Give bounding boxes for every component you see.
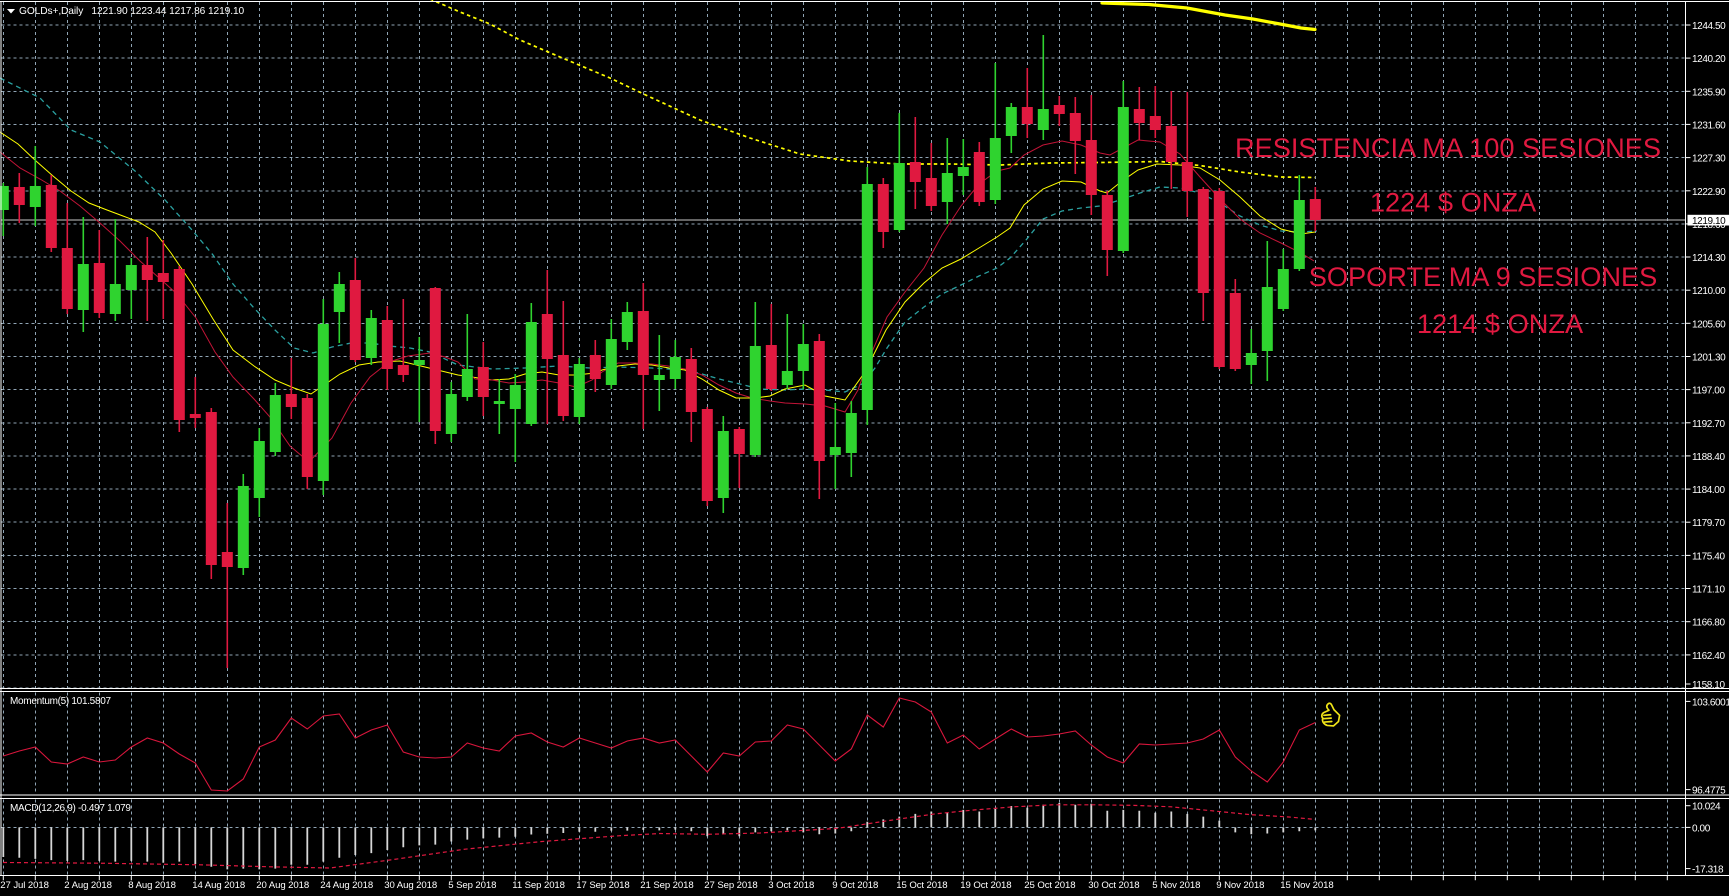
svg-text:1244.50: 1244.50 xyxy=(1692,21,1726,32)
svg-text:1210.00: 1210.00 xyxy=(1692,286,1726,297)
svg-text:1166.80: 1166.80 xyxy=(1692,618,1725,629)
svg-text:-17.318: -17.318 xyxy=(1692,865,1724,876)
svg-text:1214.30: 1214.30 xyxy=(1692,253,1726,264)
svg-text:1222.90: 1222.90 xyxy=(1692,187,1726,198)
svg-text:MACD(12,26,9) -0.497 1.079: MACD(12,26,9) -0.497 1.079 xyxy=(10,803,131,814)
svg-text:1188.40: 1188.40 xyxy=(1692,452,1725,463)
svg-text:20 Aug 2018: 20 Aug 2018 xyxy=(256,880,309,891)
svg-text:1171.10: 1171.10 xyxy=(1692,585,1725,596)
svg-text:Momentum(5) 101.5807: Momentum(5) 101.5807 xyxy=(10,696,111,707)
svg-text:1175.40: 1175.40 xyxy=(1692,551,1725,562)
svg-text:17 Sep 2018: 17 Sep 2018 xyxy=(576,880,629,891)
svg-text:1179.70: 1179.70 xyxy=(1692,518,1725,529)
svg-text:1219.10: 1219.10 xyxy=(1692,216,1726,227)
svg-text:19 Oct 2018: 19 Oct 2018 xyxy=(960,880,1011,891)
svg-text:5 Nov 2018: 5 Nov 2018 xyxy=(1152,880,1200,891)
svg-text:1192.70: 1192.70 xyxy=(1692,419,1725,430)
svg-text:1158.10: 1158.10 xyxy=(1692,680,1725,691)
svg-text:27 Jul 2018: 27 Jul 2018 xyxy=(0,880,49,891)
svg-text:1240.20: 1240.20 xyxy=(1692,54,1726,65)
svg-text:30 Aug 2018: 30 Aug 2018 xyxy=(384,880,437,891)
svg-text:96.4775: 96.4775 xyxy=(1692,786,1726,797)
svg-text:1214 $ ONZA: 1214 $ ONZA xyxy=(1417,308,1584,339)
svg-text:SOPORTE MA 9 SESIONES: SOPORTE MA 9 SESIONES xyxy=(1309,261,1658,292)
svg-text:3 Oct 2018: 3 Oct 2018 xyxy=(768,880,814,891)
svg-text:1227.30: 1227.30 xyxy=(1692,154,1726,165)
svg-text:1205.60: 1205.60 xyxy=(1692,319,1726,330)
svg-text:24 Aug 2018: 24 Aug 2018 xyxy=(320,880,373,891)
svg-text:2 Aug 2018: 2 Aug 2018 xyxy=(64,880,112,891)
svg-text:GOLDs+,Daily 1221.90 1223.44: GOLDs+,Daily 1221.90 1223.44 1217.86 121… xyxy=(19,6,245,17)
svg-text:21 Sep 2018: 21 Sep 2018 xyxy=(640,880,693,891)
svg-text:30 Oct 2018: 30 Oct 2018 xyxy=(1088,880,1139,891)
svg-text:0.00: 0.00 xyxy=(1692,823,1711,834)
svg-text:5 Sep 2018: 5 Sep 2018 xyxy=(448,880,496,891)
svg-text:103.6001: 103.6001 xyxy=(1692,697,1729,708)
svg-text:15 Nov 2018: 15 Nov 2018 xyxy=(1280,880,1333,891)
svg-text:25 Oct 2018: 25 Oct 2018 xyxy=(1024,880,1075,891)
svg-text:9 Oct 2018: 9 Oct 2018 xyxy=(832,880,878,891)
svg-text:10.024: 10.024 xyxy=(1692,802,1721,813)
svg-text:8 Aug 2018: 8 Aug 2018 xyxy=(128,880,176,891)
svg-text:1224 $ ONZA: 1224 $ ONZA xyxy=(1370,187,1537,218)
svg-text:1235.90: 1235.90 xyxy=(1692,87,1726,98)
svg-text:11 Sep 2018: 11 Sep 2018 xyxy=(512,880,565,891)
svg-text:15 Oct 2018: 15 Oct 2018 xyxy=(896,880,947,891)
svg-text:14 Aug 2018: 14 Aug 2018 xyxy=(192,880,245,891)
svg-text:27 Sep 2018: 27 Sep 2018 xyxy=(704,880,757,891)
svg-text:RESISTENCIA MA 100 SESIONES: RESISTENCIA MA 100 SESIONES xyxy=(1235,132,1661,163)
svg-text:1162.40: 1162.40 xyxy=(1692,651,1725,662)
svg-text:1184.00: 1184.00 xyxy=(1692,485,1725,496)
svg-text:1201.30: 1201.30 xyxy=(1692,353,1726,364)
svg-text:1231.60: 1231.60 xyxy=(1692,120,1726,131)
svg-text:1197.00: 1197.00 xyxy=(1692,386,1725,397)
svg-text:9 Nov 2018: 9 Nov 2018 xyxy=(1216,880,1264,891)
